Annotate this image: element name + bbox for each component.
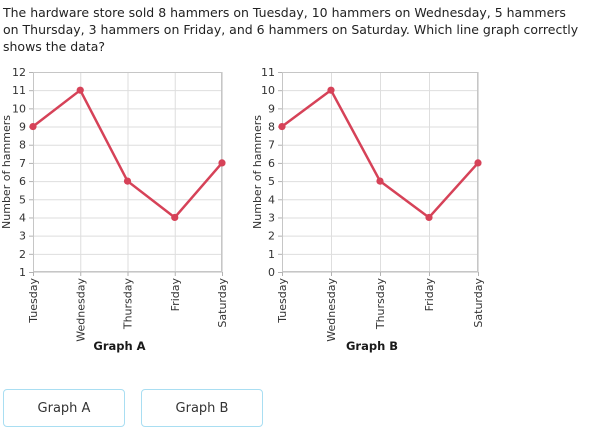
- data-point: [376, 177, 384, 185]
- chart-graph-b: 0 1 2 3 4 5 6 7 8 9 10 11 Tuesday Wednesday Thursday Fr…: [250, 62, 484, 356]
- y-tick-label: 9: [19, 121, 26, 134]
- x-category-label: Saturday: [216, 278, 229, 328]
- data-point: [425, 213, 433, 222]
- x-axis-ticks: Tuesday Wednesday Thursday Friday Saturday: [276, 272, 484, 342]
- question-text: The hardware store sold 8 hammers on Tue…: [0, 0, 600, 55]
- x-category-label: Tuesday: [27, 278, 40, 324]
- gridlines: [33, 72, 223, 273]
- y-tick-label: 6: [19, 175, 26, 188]
- y-tick-label: 3: [268, 211, 275, 224]
- gridlines: [282, 72, 479, 273]
- x-category-label: Thursday: [122, 278, 135, 331]
- charts-row: 1 2 3 4 5 6 7 8 9 10 11 12 Tuesday Wednesday Thursday F…: [0, 62, 600, 356]
- y-tick-label: 4: [19, 211, 26, 224]
- x-category-label: Friday: [169, 278, 182, 312]
- question-line-1: The hardware store sold 8 hammers on Tue…: [3, 5, 566, 20]
- y-tick-label: 6: [268, 157, 275, 170]
- line-chart-svg: 0 1 2 3 4 5 6 7 8 9 10 11 Tuesday Wednesday Thursday Fr…: [251, 66, 484, 353]
- chart-title: Graph A: [93, 339, 145, 353]
- y-tick-label: 4: [268, 193, 275, 206]
- y-tick-label: 1: [268, 248, 275, 261]
- y-tick-label: 11: [12, 84, 26, 97]
- y-tick-label: 7: [268, 139, 275, 152]
- answer-buttons-row: Graph A Graph B: [3, 389, 600, 427]
- y-axis-label: Number of hammers: [251, 115, 264, 229]
- data-point: [327, 86, 335, 94]
- x-category-label: Saturday: [472, 278, 484, 328]
- question-line-2: on Thursday, 3 hammers on Friday, and 6 …: [3, 22, 579, 37]
- y-tick-label: 3: [19, 230, 26, 243]
- chart-title: Graph B: [346, 339, 398, 353]
- chart-graph-a: 1 2 3 4 5 6 7 8 9 10 11 12 Tuesday Wednesday Thursday F…: [0, 62, 230, 356]
- y-tick-label: 8: [19, 139, 26, 152]
- y-tick-label: 7: [19, 157, 26, 170]
- y-tick-label: 10: [12, 102, 26, 115]
- x-category-label: Wednesday: [325, 278, 338, 342]
- y-tick-label: 2: [19, 248, 26, 261]
- y-tick-label: 0: [268, 266, 275, 279]
- y-tick-label: 9: [268, 102, 275, 115]
- answer-button-graph-b[interactable]: Graph B: [141, 389, 263, 427]
- plot-border: [282, 72, 478, 272]
- x-category-label: Tuesday: [276, 278, 289, 324]
- answer-button-graph-a[interactable]: Graph A: [3, 389, 125, 427]
- y-tick-label: 5: [268, 175, 275, 188]
- y-tick-label: 8: [268, 121, 275, 134]
- data-point: [76, 86, 84, 94]
- x-category-label: Wednesday: [74, 278, 87, 342]
- data-point: [474, 159, 482, 167]
- question-line-3: shows the data?: [3, 39, 106, 54]
- data-point: [29, 122, 37, 131]
- plot-border: [33, 72, 222, 272]
- y-tick-label: 11: [261, 66, 275, 79]
- y-tick-label: 12: [12, 66, 26, 79]
- y-tick-label: 2: [268, 230, 275, 243]
- y-axis-ticks: 0 1 2 3 4 5 6 7 8 9 10 11: [261, 66, 282, 279]
- data-point: [278, 122, 286, 131]
- x-category-label: Thursday: [374, 278, 387, 331]
- data-point: [123, 177, 132, 185]
- data-point: [218, 159, 226, 167]
- y-axis-label: Number of hammers: [0, 115, 13, 229]
- x-axis-ticks: Tuesday Wednesday Thursday Friday Saturday: [27, 272, 229, 342]
- data-point: [171, 213, 179, 222]
- x-category-label: Friday: [423, 278, 436, 312]
- y-tick-label: 10: [261, 84, 275, 97]
- y-tick-label: 1: [19, 266, 26, 279]
- y-tick-label: 5: [19, 193, 26, 206]
